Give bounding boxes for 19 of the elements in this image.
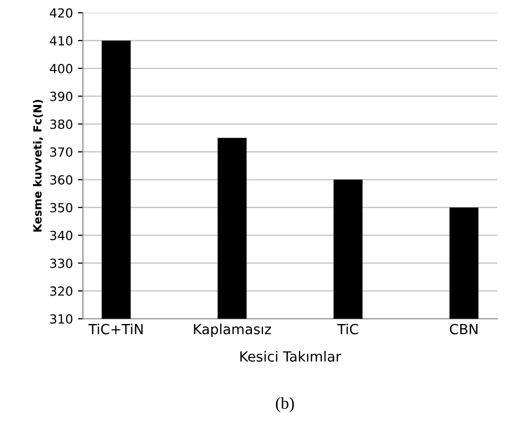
y-axis-title: Kesme kuvveti, Fc(N) [32, 100, 44, 232]
y-tick-label: 350 [50, 202, 72, 212]
x-tick-label: Kaplamasız [194, 324, 272, 338]
y-tick-label: 420 [50, 8, 72, 18]
x-axis-title: Kesici Takımlar [240, 350, 342, 362]
y-tick-label: 380 [50, 119, 72, 129]
x-tick-label: TiC [337, 324, 358, 334]
y-tick-label: 310 [50, 314, 72, 324]
y-tick-label: 340 [50, 230, 72, 240]
y-tick-label: 360 [50, 175, 72, 185]
text: (b) [276, 397, 294, 412]
y-tick-label: 320 [50, 286, 72, 296]
y-tick-label: 410 [50, 36, 72, 46]
x-tick-label: CBN [450, 324, 478, 334]
y-tick-label: 330 [50, 258, 72, 268]
y-tick-label: 370 [50, 147, 72, 157]
y-tick-label: 390 [50, 92, 72, 102]
x-tick-label: TiC+TiN [88, 324, 143, 334]
y-tick-label: 400 [50, 64, 72, 74]
